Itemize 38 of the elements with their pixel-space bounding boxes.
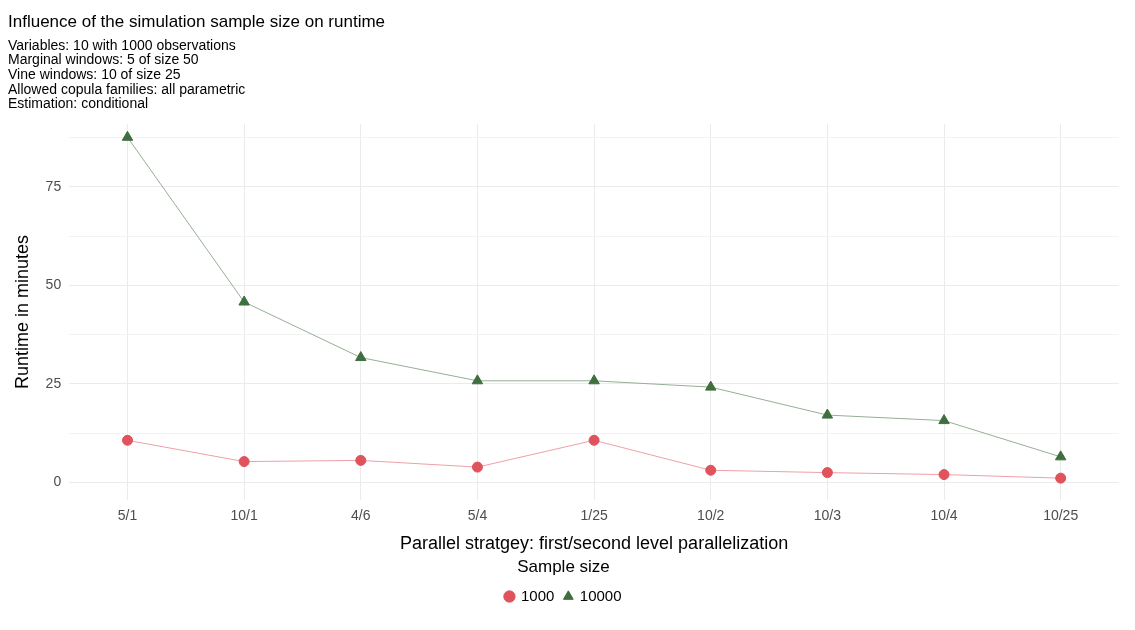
point — [122, 434, 133, 446]
point — [938, 414, 950, 425]
x-tick-label: 10/3 — [813, 507, 842, 524]
point — [121, 130, 134, 141]
point — [1055, 472, 1067, 484]
point — [705, 464, 717, 476]
x-axis-title: Parallel stratgey: first/second level parallelization — [399, 532, 789, 553]
point — [705, 380, 717, 391]
point — [471, 374, 484, 385]
chart-subtitle: Variables: 10 with 1000 observations Marginal windows: 5 of size 50 Vine windows: 10 of size 25 Allowed copula families: all parametric Estimation: conditional — [8, 36, 246, 112]
point — [238, 295, 250, 306]
point — [1054, 450, 1067, 461]
x-tick-label: 10/1 — [230, 507, 258, 524]
y-tick-label: 75 — [45, 177, 62, 194]
point — [821, 467, 833, 479]
point — [355, 351, 367, 362]
x-tick-label: 10/25 — [1043, 507, 1079, 524]
point — [588, 374, 600, 385]
x-tick-label: 10/4 — [930, 507, 958, 524]
x-tick-label: 10/2 — [697, 507, 725, 524]
legend-label: 1000 — [520, 586, 555, 604]
point — [821, 408, 834, 419]
x-tick-label: 5/1 — [117, 507, 138, 524]
legend-title: Sample size — [517, 556, 610, 576]
chart-title: Influence of the simulation sample size on runtime — [8, 11, 386, 31]
point — [588, 434, 600, 446]
y-axis-title: Runtime in minutes — [11, 235, 32, 390]
point — [238, 456, 250, 468]
legend-label: 10000 — [579, 586, 622, 604]
x-tick-label: 4/6 — [351, 507, 371, 524]
y-tick-label: 50 — [45, 276, 62, 293]
y-tick-label: 25 — [45, 374, 62, 391]
point — [938, 469, 950, 481]
x-tick-label: 5/4 — [467, 507, 488, 524]
point — [471, 461, 483, 473]
point — [355, 454, 367, 466]
x-tick-label: 1/25 — [580, 507, 608, 524]
y-tick-label: 0 — [53, 473, 62, 490]
